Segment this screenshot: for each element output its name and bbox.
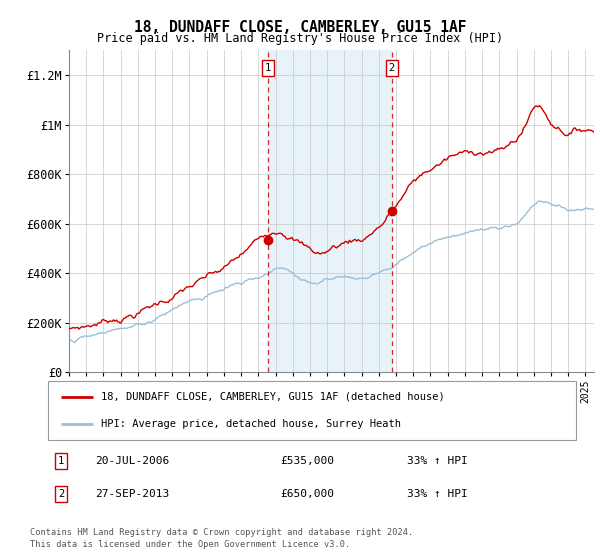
Text: 20-JUL-2006: 20-JUL-2006 [95, 456, 170, 465]
Text: 27-SEP-2013: 27-SEP-2013 [95, 489, 170, 499]
Text: This data is licensed under the Open Government Licence v3.0.: This data is licensed under the Open Gov… [30, 540, 350, 549]
Text: £650,000: £650,000 [280, 489, 334, 499]
Text: 18, DUNDAFF CLOSE, CAMBERLEY, GU15 1AF (detached house): 18, DUNDAFF CLOSE, CAMBERLEY, GU15 1AF (… [101, 391, 445, 402]
Text: £535,000: £535,000 [280, 456, 334, 465]
Text: HPI: Average price, detached house, Surrey Heath: HPI: Average price, detached house, Surr… [101, 419, 401, 429]
FancyBboxPatch shape [48, 381, 576, 440]
Text: Price paid vs. HM Land Registry's House Price Index (HPI): Price paid vs. HM Land Registry's House … [97, 32, 503, 45]
Text: 1: 1 [58, 456, 64, 465]
Text: Contains HM Land Registry data © Crown copyright and database right 2024.: Contains HM Land Registry data © Crown c… [30, 528, 413, 536]
Text: 33% ↑ HPI: 33% ↑ HPI [407, 456, 468, 465]
Bar [268, 50, 392, 372]
Text: 1: 1 [265, 63, 271, 73]
Text: 33% ↑ HPI: 33% ↑ HPI [407, 489, 468, 499]
Text: 18, DUNDAFF CLOSE, CAMBERLEY, GU15 1AF: 18, DUNDAFF CLOSE, CAMBERLEY, GU15 1AF [134, 20, 466, 35]
Text: 2: 2 [58, 489, 64, 499]
Text: 2: 2 [388, 63, 395, 73]
